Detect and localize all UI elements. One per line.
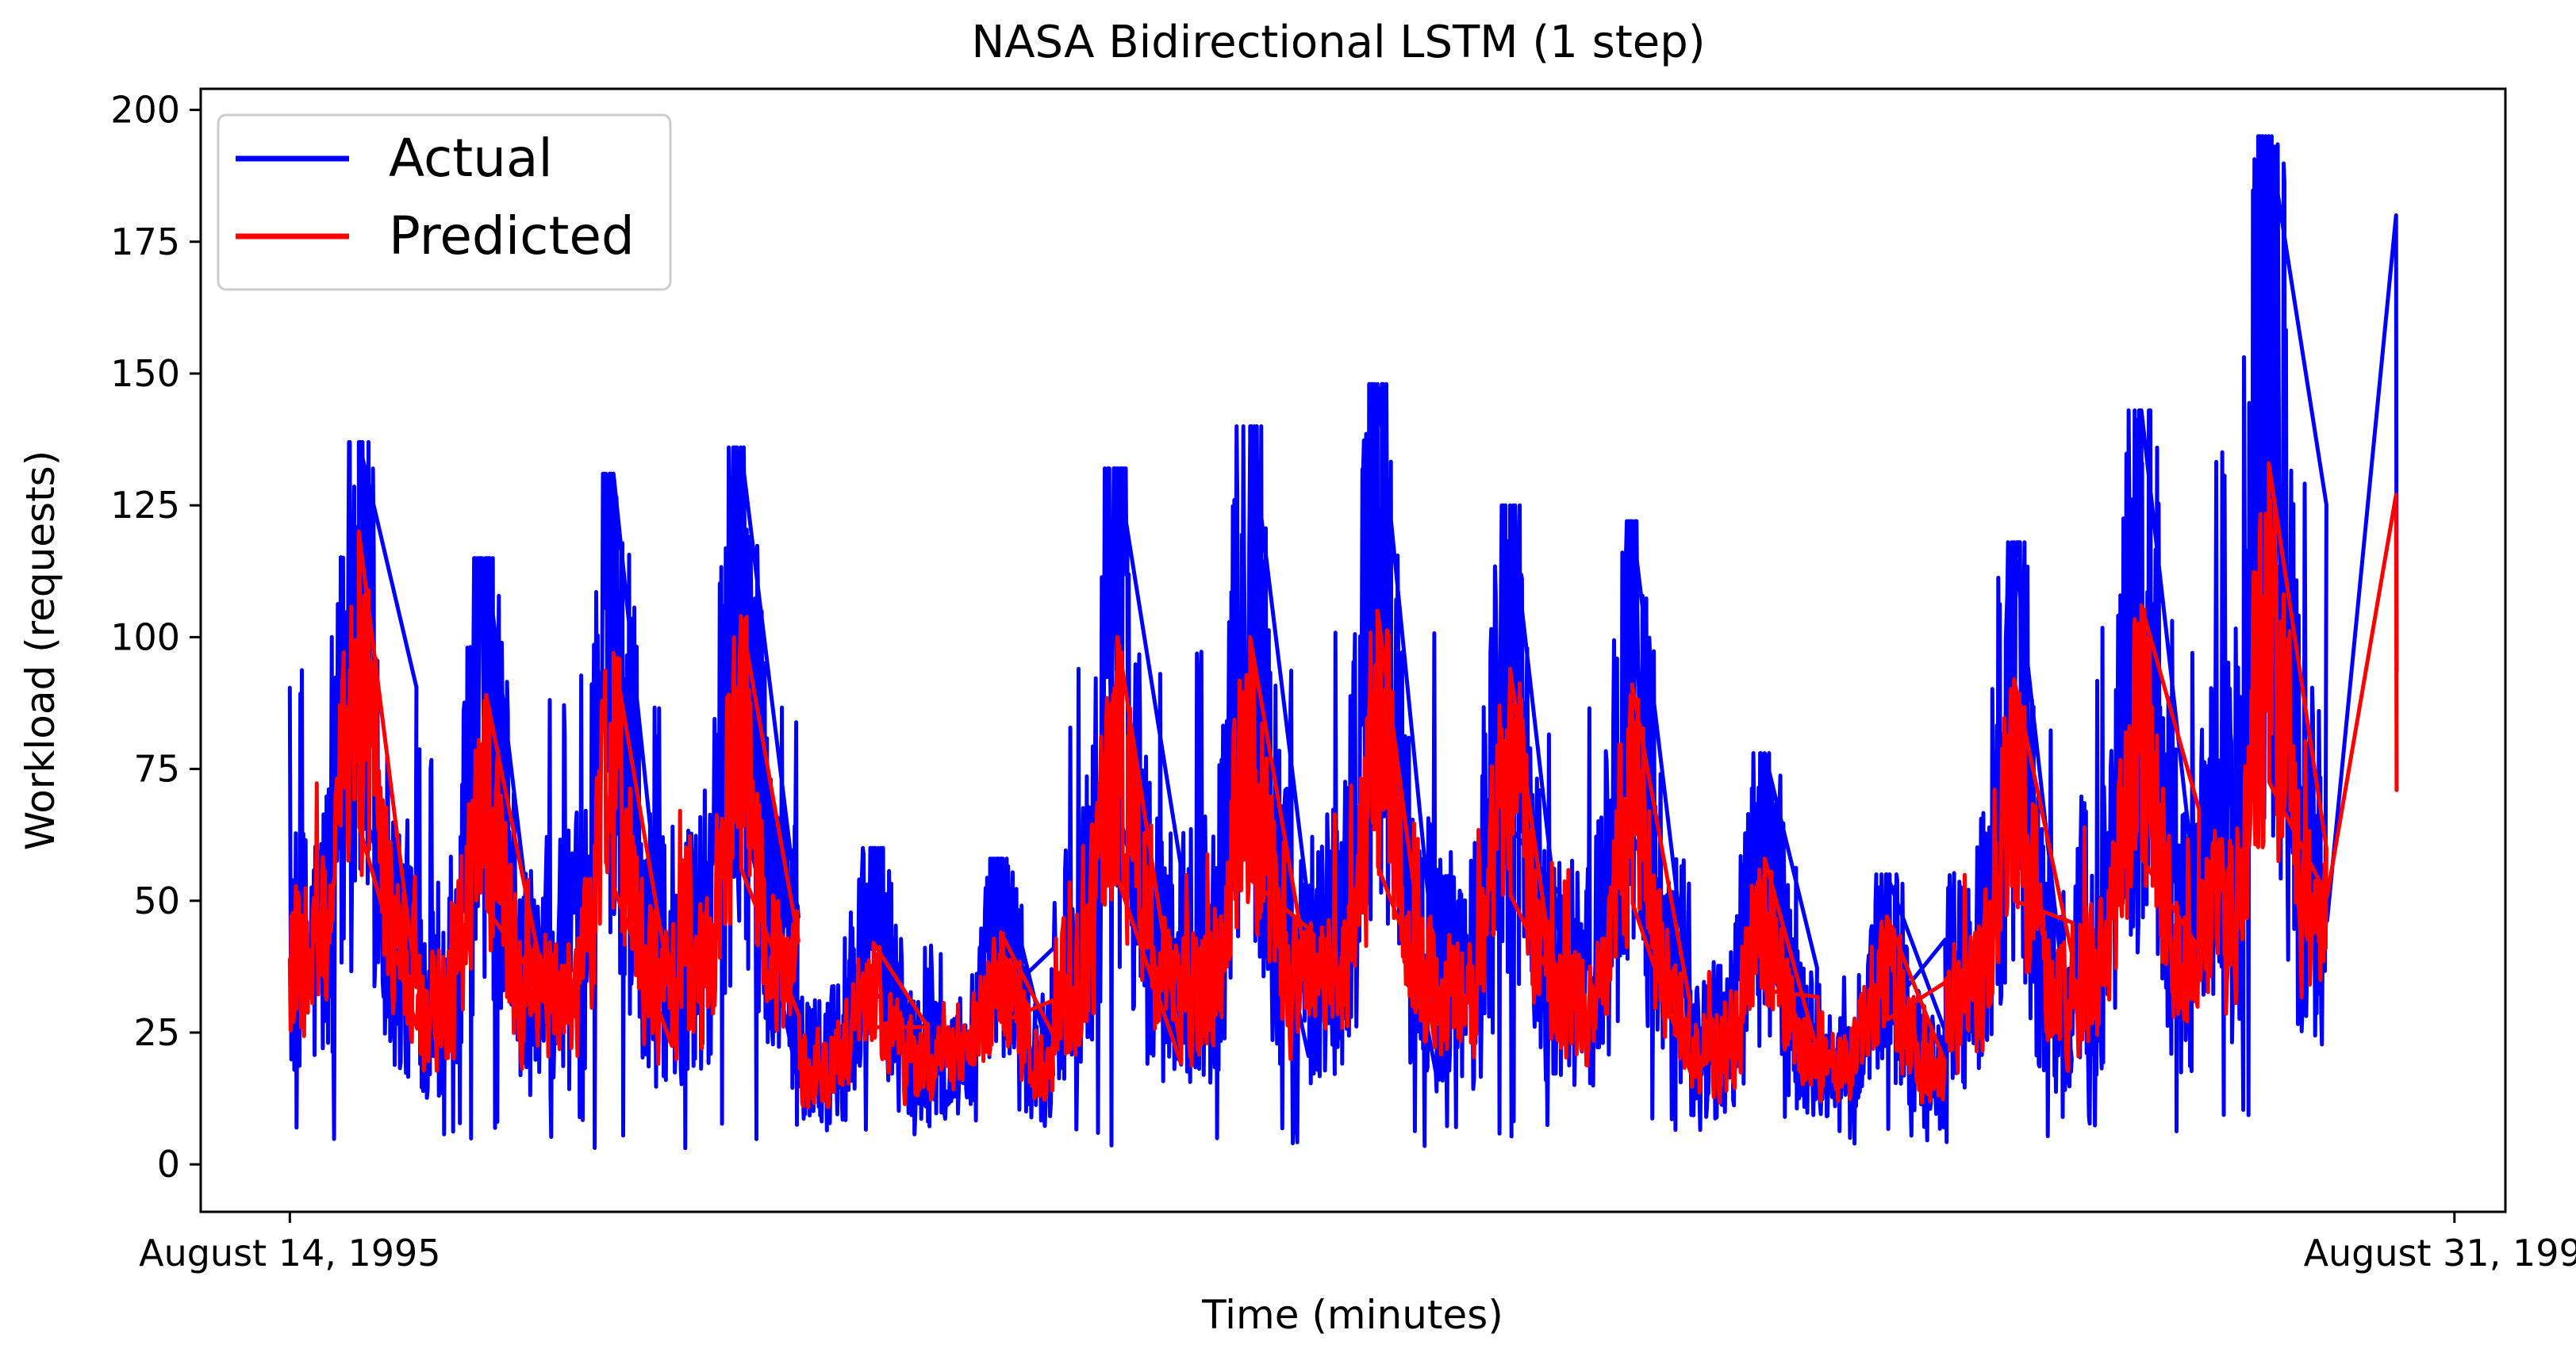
x-tick-label-end: August 31, 1995 [2304, 1232, 2576, 1274]
legend: Actual Predicted [217, 113, 672, 291]
y-tick-label-150: 150 [110, 352, 180, 395]
y-tick-label-0: 0 [157, 1143, 180, 1186]
series-line-actual [287, 134, 2399, 1151]
plot-frame [199, 87, 2507, 1213]
x-axis: August 14, 1995 August 31, 1995 [139, 1212, 2576, 1274]
y-axis-label: Workload (requests) [17, 450, 63, 851]
series-line-predicted [287, 461, 2399, 1110]
x-axis-label: Time (minutes) [1201, 1292, 1503, 1338]
y-tick-label-100: 100 [110, 615, 180, 658]
y-tick-label-50: 50 [133, 880, 180, 922]
series-layer [287, 134, 2399, 1151]
y-tick-label-175: 175 [110, 220, 180, 263]
legend-label-actual: Actual [389, 128, 553, 189]
y-tick-label-25: 25 [133, 1011, 180, 1054]
y-axis: 0 25 50 75 100 125 150 175 200 [110, 89, 201, 1186]
chart-title: NASA Bidirectional LSTM (1 step) [971, 17, 1705, 68]
y-tick-label-75: 75 [133, 748, 180, 791]
legend-label-predicted: Predicted [389, 205, 635, 266]
y-tick-label-200: 200 [110, 89, 180, 132]
y-tick-label-125: 125 [110, 484, 180, 527]
x-tick-label-start: August 14, 1995 [139, 1232, 440, 1274]
plot-area [199, 87, 2507, 1213]
